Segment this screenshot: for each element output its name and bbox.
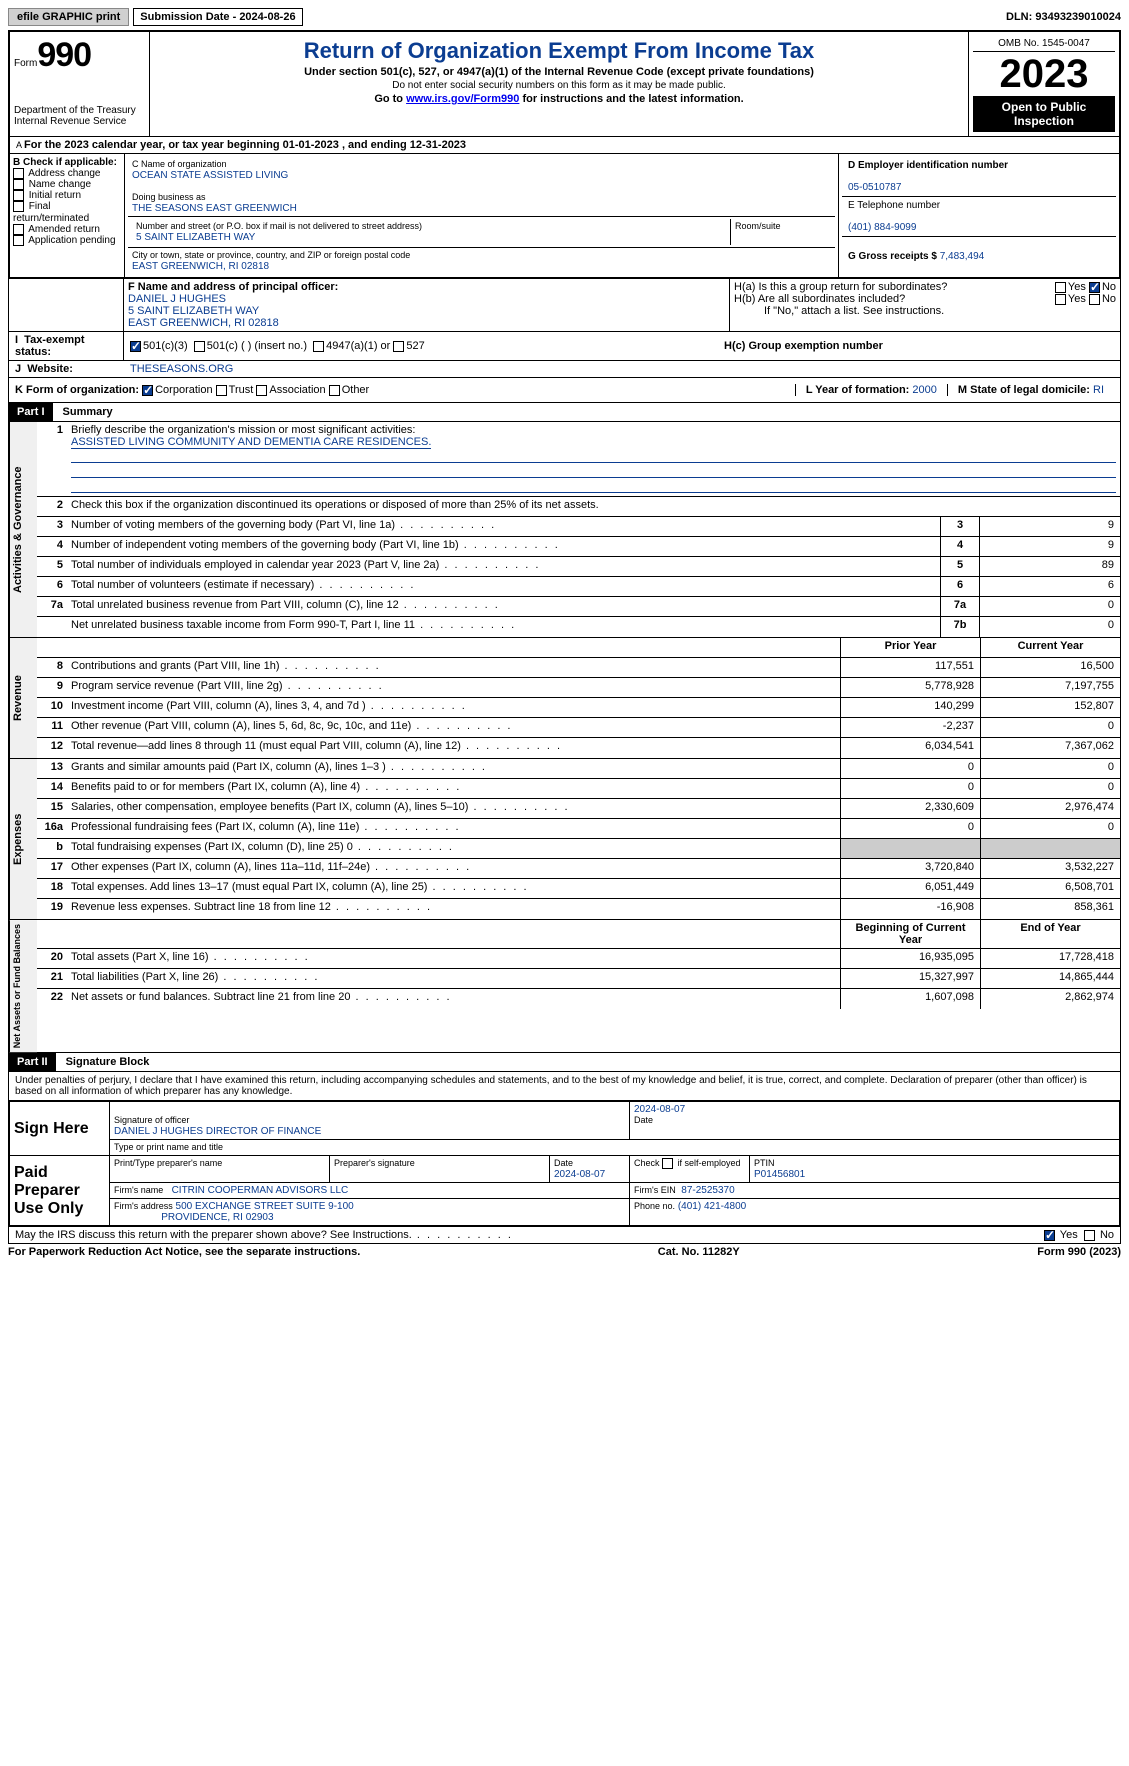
box-h: H(a) Is this a group return for subordin… — [730, 279, 1120, 331]
sign-here: Sign Here — [10, 1102, 110, 1156]
chk-4947[interactable] — [313, 341, 324, 352]
page-footer: For Paperwork Reduction Act Notice, see … — [8, 1246, 1121, 1258]
data-row: 20Total assets (Part X, line 16)16,935,0… — [37, 949, 1120, 969]
cat-net: Net Assets or Fund Balances — [9, 920, 37, 1052]
discuss-no[interactable] — [1084, 1230, 1095, 1241]
summary-expenses: Expenses 13Grants and similar amounts pa… — [8, 759, 1121, 920]
data-row: 12Total revenue—add lines 8 through 11 (… — [37, 738, 1120, 758]
cat-expenses: Expenses — [9, 759, 37, 919]
period-line: A For the 2023 calendar year, or tax yea… — [8, 136, 1121, 154]
dln: DLN: 93493239010024 — [1006, 11, 1121, 23]
data-row: 13Grants and similar amounts paid (Part … — [37, 759, 1120, 779]
phone: (401) 884-9099 — [848, 222, 916, 233]
subtitle: Under section 501(c), 527, or 4947(a)(1)… — [154, 66, 964, 78]
data-row: 8Contributions and grants (Part VIII, li… — [37, 658, 1120, 678]
box-d-e-g: D Employer identification number05-05107… — [839, 154, 1119, 277]
boxb-item: Address change — [13, 168, 121, 179]
chk-501c3[interactable] — [130, 341, 141, 352]
data-row: 19Revenue less expenses. Subtract line 1… — [37, 899, 1120, 919]
ein: 05-0510787 — [848, 182, 901, 193]
gov-row: 4Number of independent voting members of… — [37, 537, 1120, 557]
box-c: C Name of organizationOCEAN STATE ASSIST… — [125, 154, 839, 277]
gross-receipts: 7,483,494 — [940, 251, 985, 262]
data-row: 15Salaries, other compensation, employee… — [37, 799, 1120, 819]
website: THESEASONS.ORG — [130, 363, 233, 375]
form-990-box: Form990 Department of the Treasury Inter… — [10, 32, 150, 136]
chk-self-employed[interactable] — [662, 1158, 673, 1169]
year-box: OMB No. 1545-0047 2023 Open to Public In… — [969, 32, 1119, 136]
org-name: OCEAN STATE ASSISTED LIVING — [132, 170, 288, 181]
boxb-item: Name change — [13, 179, 121, 190]
data-row: 17Other expenses (Part IX, column (A), l… — [37, 859, 1120, 879]
omb: OMB No. 1545-0047 — [973, 36, 1115, 52]
boxb-item: Final return/terminated — [13, 201, 121, 223]
form-title: Return of Organization Exempt From Incom… — [154, 38, 964, 64]
data-row: 11Other revenue (Part VIII, column (A), … — [37, 718, 1120, 738]
data-row: bTotal fundraising expenses (Part IX, co… — [37, 839, 1120, 859]
chk-other[interactable] — [329, 385, 340, 396]
box-b: B Check if applicable: Address change Na… — [10, 154, 125, 277]
summary-revenue: Revenue Prior YearCurrent Year 8Contribu… — [8, 638, 1121, 759]
goto-line: Go to www.irs.gov/Form990 for instructio… — [154, 93, 964, 105]
box-f: F Name and address of principal officer:… — [124, 279, 730, 331]
street: 5 SAINT ELIZABETH WAY — [136, 232, 255, 243]
part1-header: Part ISummary — [8, 403, 1121, 422]
title-block: Return of Organization Exempt From Incom… — [150, 32, 969, 136]
form990-link[interactable]: www.irs.gov/Form990 — [406, 93, 519, 105]
form-number: 990 — [37, 36, 91, 74]
city: EAST GREENWICH, RI 02818 — [132, 261, 269, 272]
h-b-no[interactable] — [1089, 294, 1100, 305]
chk-corp[interactable] — [142, 385, 153, 396]
chk-assoc[interactable] — [256, 385, 267, 396]
data-row: 10Investment income (Part VIII, column (… — [37, 698, 1120, 718]
boxb-item: Amended return — [13, 224, 121, 235]
paid-preparer: Paid Preparer Use Only — [10, 1156, 110, 1226]
ssn-warning: Do not enter social security numbers on … — [154, 80, 964, 91]
irs: Internal Revenue Service — [14, 116, 145, 127]
signature-block: Sign Here Signature of officerDANIEL J H… — [8, 1101, 1121, 1227]
h-a-no[interactable] — [1089, 282, 1100, 293]
tax-exempt-row: I Tax-exempt status: 501(c)(3) 501(c) ( … — [8, 332, 1121, 361]
data-row: 9Program service revenue (Part VIII, lin… — [37, 678, 1120, 698]
gov-row: 7aTotal unrelated business revenue from … — [37, 597, 1120, 617]
dba: THE SEASONS EAST GREENWICH — [132, 203, 297, 214]
summary-net: Net Assets or Fund Balances Beginning of… — [8, 920, 1121, 1053]
website-row: J Website: THESEASONS.ORG — [8, 361, 1121, 378]
summary-governance: Activities & Governance 1Briefly describ… — [8, 422, 1121, 638]
boxb-item: Application pending — [13, 235, 121, 246]
h-b-yes[interactable] — [1055, 294, 1066, 305]
topbar: efile GRAPHIC print Submission Date - 20… — [8, 8, 1121, 26]
data-row: 16aProfessional fundraising fees (Part I… — [37, 819, 1120, 839]
tax-year: 2023 — [973, 52, 1115, 96]
cat-governance: Activities & Governance — [9, 422, 37, 637]
cat-revenue: Revenue — [9, 638, 37, 758]
gov-row: 5Total number of individuals employed in… — [37, 557, 1120, 577]
boxb-item: Initial return — [13, 190, 121, 201]
gov-row: 6Total number of volunteers (estimate if… — [37, 577, 1120, 597]
submission-date: Submission Date - 2024-08-26 — [133, 8, 302, 26]
data-row: 22Net assets or fund balances. Subtract … — [37, 989, 1120, 1009]
chk-trust[interactable] — [216, 385, 227, 396]
k-l-m-row: K Form of organization: Corporation Trus… — [8, 378, 1121, 403]
perjury-decl: Under penalties of perjury, I declare th… — [8, 1072, 1121, 1101]
part2-header: Part IISignature Block — [8, 1053, 1121, 1072]
h-a-yes[interactable] — [1055, 282, 1066, 293]
public-inspection: Open to Public Inspection — [973, 96, 1115, 132]
gov-row: 3Number of voting members of the governi… — [37, 517, 1120, 537]
dept-treasury: Department of the Treasury — [14, 105, 145, 116]
data-row: 21Total liabilities (Part X, line 26)15,… — [37, 969, 1120, 989]
entity-block: B Check if applicable: Address change Na… — [8, 154, 1121, 279]
form-prefix: Form — [14, 58, 37, 69]
mission: ASSISTED LIVING COMMUNITY AND DEMENTIA C… — [71, 436, 431, 449]
discuss-yes[interactable] — [1044, 1230, 1055, 1241]
chk-501c[interactable] — [194, 341, 205, 352]
discuss-row: May the IRS discuss this return with the… — [8, 1227, 1121, 1244]
row-f-h: F Name and address of principal officer:… — [8, 279, 1121, 332]
chk-527[interactable] — [393, 341, 404, 352]
data-row: 14Benefits paid to or for members (Part … — [37, 779, 1120, 799]
efile-btn[interactable]: efile GRAPHIC print — [8, 8, 129, 26]
data-row: 18Total expenses. Add lines 13–17 (must … — [37, 879, 1120, 899]
gov-row: Net unrelated business taxable income fr… — [37, 617, 1120, 637]
form-header: Form990 Department of the Treasury Inter… — [8, 30, 1121, 136]
